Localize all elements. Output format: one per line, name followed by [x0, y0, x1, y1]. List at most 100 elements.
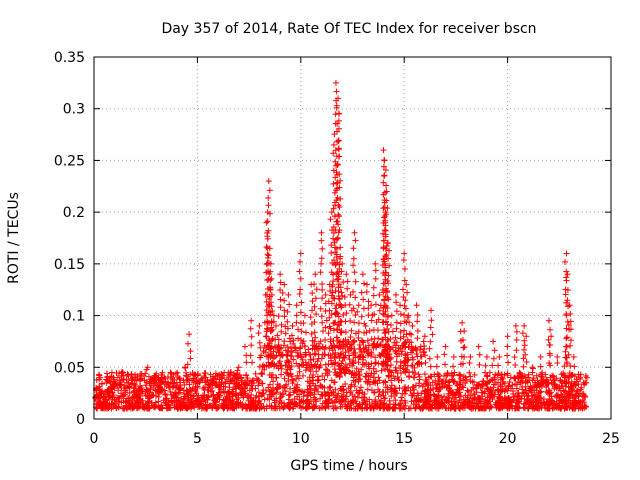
data-point	[433, 363, 440, 370]
data-point	[376, 307, 383, 314]
data-point	[495, 362, 502, 369]
data-point	[311, 281, 318, 288]
data-point	[278, 371, 285, 378]
data-point	[352, 237, 359, 244]
data-point	[350, 288, 357, 295]
data-point	[322, 361, 329, 368]
data-point	[529, 365, 536, 372]
data-point	[277, 287, 284, 294]
data-point	[275, 313, 282, 320]
data-point	[505, 359, 512, 366]
data-point	[393, 319, 400, 326]
data-point	[346, 301, 353, 308]
data-point	[414, 312, 421, 319]
data-point	[150, 392, 157, 399]
data-point	[284, 308, 291, 315]
x-tick-label: 15	[395, 431, 413, 447]
data-point	[441, 351, 448, 358]
data-point	[297, 309, 304, 316]
data-point	[380, 179, 387, 186]
data-point	[387, 361, 394, 368]
data-point	[404, 289, 411, 296]
data-point	[256, 339, 263, 346]
data-point	[243, 359, 250, 366]
data-point	[336, 213, 343, 220]
y-tick-label: 0.1	[63, 309, 85, 325]
data-point	[397, 302, 404, 309]
data-point	[248, 342, 255, 349]
data-point	[293, 312, 300, 319]
data-point	[381, 297, 388, 304]
data-point	[288, 347, 295, 354]
data-point	[293, 302, 300, 309]
data-point	[361, 280, 368, 287]
data-point	[355, 302, 362, 309]
x-axis-label: GPS time / hours	[290, 458, 407, 474]
data-point	[298, 299, 305, 306]
data-point	[372, 275, 379, 282]
data-point	[554, 360, 561, 367]
data-point	[421, 333, 428, 340]
data-point	[459, 319, 466, 326]
data-point	[350, 245, 357, 252]
data-point	[277, 271, 284, 278]
data-point	[302, 367, 309, 374]
data-point	[520, 363, 527, 370]
data-point	[319, 245, 326, 252]
data-point	[381, 157, 388, 164]
data-point	[313, 311, 320, 318]
data-point	[337, 244, 344, 251]
data-point	[419, 383, 426, 390]
data-point	[359, 271, 366, 278]
data-point	[434, 370, 441, 377]
data-point	[480, 400, 487, 407]
data-point	[461, 328, 468, 335]
data-point	[297, 337, 304, 344]
data-point	[255, 330, 262, 337]
data-point	[375, 393, 382, 400]
data-point	[537, 389, 544, 396]
data-point	[338, 289, 345, 296]
data-point	[264, 218, 271, 225]
data-point	[401, 250, 408, 257]
data-point	[343, 271, 350, 278]
x-tick-label: 0	[90, 431, 99, 447]
data-point	[209, 387, 216, 394]
data-point	[490, 338, 497, 345]
grid-lines	[94, 57, 611, 419]
data-point	[399, 286, 406, 293]
data-point	[285, 291, 292, 298]
data-point	[382, 379, 389, 386]
data-point	[483, 353, 490, 360]
data-point	[265, 202, 272, 209]
data-point	[277, 304, 284, 311]
data-point	[380, 147, 387, 154]
data-point	[358, 313, 365, 320]
data-point	[397, 329, 404, 336]
data-point	[460, 344, 467, 351]
data-point	[335, 146, 342, 153]
data-point	[411, 374, 418, 381]
data-point	[571, 363, 578, 370]
data-point	[350, 255, 357, 262]
data-point	[270, 378, 277, 385]
y-tick-label: 0.3	[63, 102, 85, 118]
data-point	[370, 292, 377, 299]
data-point	[313, 368, 320, 375]
data-point	[387, 322, 394, 329]
data-point	[297, 344, 304, 351]
data-point	[351, 319, 358, 326]
data-point	[265, 178, 272, 185]
data-point	[428, 317, 435, 324]
data-point	[335, 211, 342, 218]
data-point	[349, 359, 356, 366]
data-point	[310, 371, 317, 378]
data-point	[400, 257, 407, 264]
data-point	[191, 371, 198, 378]
data-point	[202, 370, 209, 377]
data-point	[265, 194, 272, 201]
data-point	[545, 317, 552, 324]
data-point	[450, 353, 457, 360]
